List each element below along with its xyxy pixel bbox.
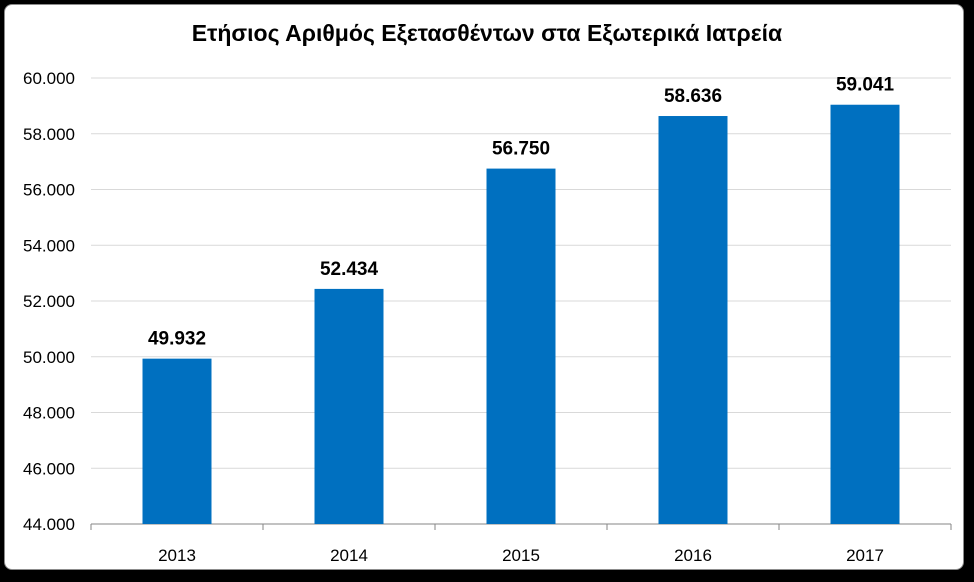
bar [658,116,728,525]
bar [142,358,212,524]
y-tick-label: 56.000 [23,181,75,200]
y-tick-label: 52.000 [23,292,75,311]
y-tick-label: 50.000 [23,348,75,367]
y-tick-label: 48.000 [23,404,75,423]
y-tick-label: 60.000 [23,69,75,88]
x-tick-label: 2016 [674,546,712,565]
data-label: 56.750 [492,139,550,160]
bar [830,104,900,525]
data-label: 49.932 [148,329,206,350]
data-label: 58.636 [664,86,722,107]
y-tick-label: 54.000 [23,236,75,255]
y-tick-label: 44.000 [23,515,75,534]
chart-title: Ετήσιος Αριθμός Εξετασθέντων στα Εξωτερι… [191,20,783,46]
bar [314,288,384,524]
x-tick-label: 2014 [330,546,368,565]
y-tick-label: 58.000 [23,125,75,144]
x-tick-label: 2017 [846,546,884,565]
y-tick-label: 46.000 [23,459,75,478]
x-tick-label: 2013 [158,546,196,565]
data-label: 59.041 [836,75,895,96]
bar [486,168,556,524]
data-label: 52.434 [320,259,379,280]
x-tick-label: 2015 [502,546,540,565]
